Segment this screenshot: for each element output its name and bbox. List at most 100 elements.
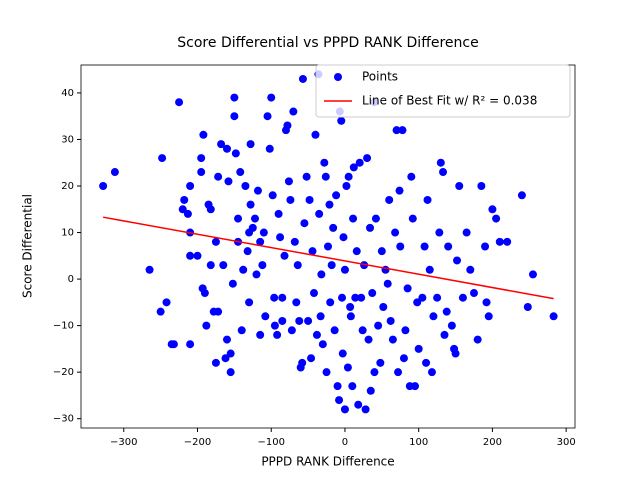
point [433,293,442,302]
point [214,307,223,316]
point [392,126,401,135]
point [300,219,309,228]
point [349,214,358,223]
point [528,270,537,279]
point [186,340,195,349]
y-tick-label: −10 [53,321,74,332]
point [352,247,361,256]
point [391,228,400,237]
point [186,182,195,190]
point [330,326,339,335]
point [197,154,206,163]
point [473,335,482,344]
point [256,330,265,339]
y-tick-label: 40 [61,88,74,99]
point [357,293,366,302]
point [346,312,355,321]
point [413,298,422,307]
y-axis-label: Score Differential [21,194,35,298]
point [239,265,248,274]
point [270,321,279,330]
point [462,228,471,237]
point [399,354,408,363]
point [394,368,403,377]
point [110,168,119,177]
point [258,261,267,270]
point [447,321,456,330]
point [348,382,357,391]
point [261,312,270,321]
point [420,242,429,251]
point [253,186,262,195]
point [156,307,165,316]
point [302,172,311,181]
point [379,303,388,311]
point [202,321,211,330]
point [221,354,230,363]
point [252,270,261,279]
point [492,214,501,223]
point [169,340,178,349]
y-tick-label: 10 [61,228,74,239]
point [364,335,373,344]
point [344,172,353,181]
point [293,261,302,270]
point [523,303,532,311]
point [477,182,486,190]
point [488,205,497,214]
chart-title: Score Differential vs PPPD RANK Differen… [177,35,478,51]
point [230,93,239,102]
point [178,205,187,214]
point [268,191,277,200]
point [256,237,265,246]
point [321,172,330,181]
point [290,237,299,246]
point [423,195,432,204]
point [340,405,349,414]
point [503,237,512,246]
point [292,298,301,307]
point [309,289,318,298]
point [246,200,255,209]
point [455,182,464,190]
point [374,321,383,330]
point [276,233,285,242]
point [280,251,289,260]
point [335,396,344,405]
point [265,144,274,153]
point [162,298,171,307]
point [370,368,379,377]
point [298,74,307,83]
legend-label: Line of Best Fit w/ R² = 0.038 [362,94,537,108]
point [287,326,296,335]
point [214,172,223,181]
point [206,205,215,214]
point [289,107,298,116]
point [407,172,416,181]
point [439,168,448,177]
point [193,251,202,260]
point [403,284,412,293]
point [211,358,220,367]
point [251,214,260,223]
point [278,316,287,325]
point [481,242,490,251]
point [517,191,526,200]
point [259,228,268,237]
point [435,228,444,237]
point [226,368,235,377]
point [224,177,233,186]
point [401,326,410,335]
point [175,98,184,107]
point [274,209,283,218]
point [366,223,375,232]
x-tick-label: 100 [409,437,428,448]
point [315,209,324,218]
point [241,182,250,190]
point [346,303,355,311]
point [248,223,257,232]
point [363,154,372,163]
point [395,186,404,195]
legend-box [315,64,571,118]
